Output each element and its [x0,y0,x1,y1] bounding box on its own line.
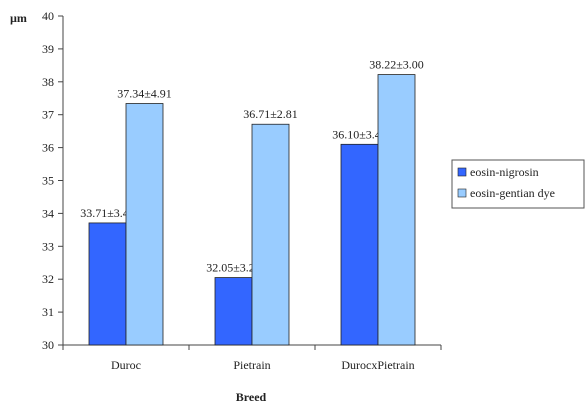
x-axis-label: Breed [236,390,267,404]
legend-swatch [457,188,467,198]
plot-area: 30 31 32 33 34 35 36 37 38 39 40 33.71±3.42 37.34±4.… [42,9,442,372]
data-label: 36.10±3.43 [332,127,387,141]
legend-swatch [457,167,467,177]
y-tick-label: 33 [42,239,54,253]
y-tick-label: 32 [42,272,54,286]
x-tick-label: Pietrain [233,358,270,372]
y-tick-label: 40 [42,9,54,23]
bar-eosin-gentian-dye-pietrain [251,123,290,346]
y-tick-label: 30 [42,338,54,352]
y-tick-label: 34 [42,206,54,220]
legend-label: eosin-nigrosin [470,165,539,179]
x-tick-label: DurocxPietrain [341,358,414,372]
y-tick-label: 39 [42,42,54,56]
bar-eosin-nigrosin-durocxpietrain [340,143,379,346]
x-tick-label: Duroc [111,358,141,372]
data-label: 37.34±4.91 [117,87,172,101]
bar-eosin-gentian-dye-duroc [125,103,164,346]
y-tick-label: 36 [42,141,54,155]
data-label: 36.71±2.81 [243,107,298,121]
data-label: 32.05±3.23 [206,261,261,275]
bar-eosin-nigrosin-duroc [88,222,127,346]
legend-label: eosin-gentian dye [470,186,555,200]
y-tick-label: 37 [42,108,54,122]
y-tick-label: 31 [42,305,54,319]
legend-box [451,159,585,209]
data-label: 33.71±3.42 [80,206,135,220]
bar-eosin-gentian-dye-durocxpietrain [377,74,416,346]
y-axis-label: µm [10,11,27,25]
data-label: 38.22±3.00 [369,58,424,72]
y-tick-label: 38 [42,75,54,89]
y-tick-label: 35 [42,174,54,188]
legend: eosin-nigrosin eosin-gentian dye [451,159,585,209]
bar-eosin-nigrosin-pietrain [214,277,253,346]
